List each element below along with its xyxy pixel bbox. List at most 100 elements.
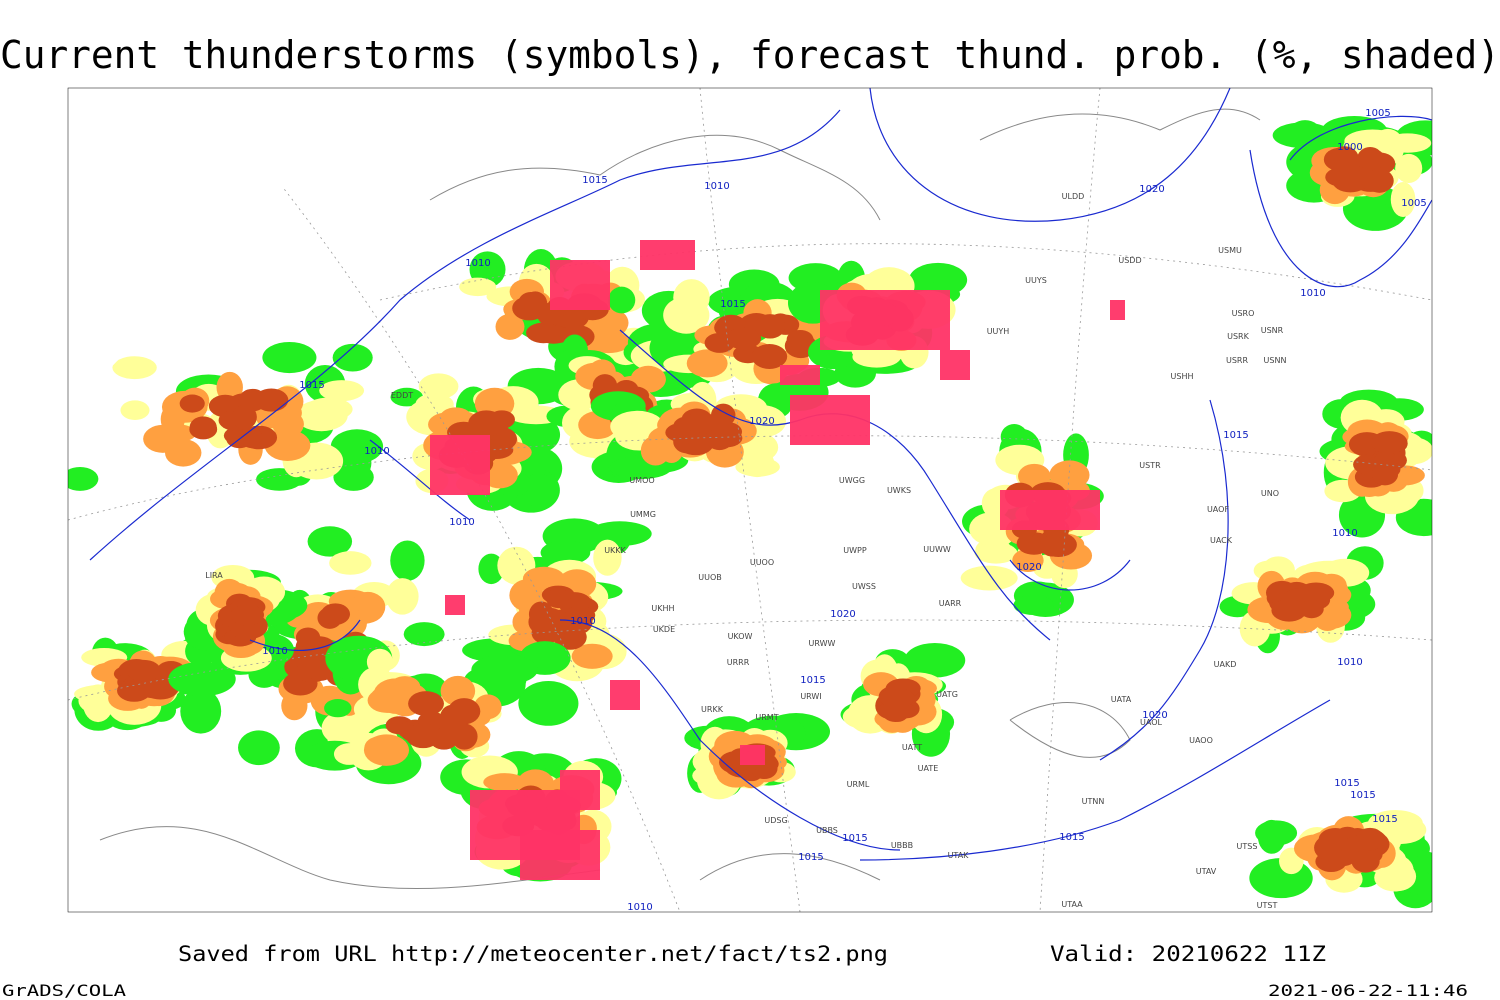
map-area: 1015 1010 1020 1005 1000 1005 1010 1015 1010 1015… bbox=[68, 88, 1432, 912]
station-label: UAOL bbox=[1140, 718, 1162, 727]
isobar-label: 1015 bbox=[1059, 832, 1084, 843]
shade-cell bbox=[386, 578, 419, 615]
station-label: UWSS bbox=[852, 582, 876, 591]
shade-cell bbox=[238, 730, 280, 766]
software: GrADS/COLA bbox=[2, 981, 126, 1000]
station-label: UUWW bbox=[923, 545, 951, 554]
thunderstorm-symbol bbox=[780, 365, 820, 385]
shade-cell bbox=[593, 539, 622, 576]
shade-cell bbox=[418, 373, 459, 400]
shade-cell bbox=[1390, 182, 1416, 217]
shade-cell bbox=[751, 344, 788, 369]
isobar-label: 1010 bbox=[1300, 288, 1325, 299]
isobar-label: 1020 bbox=[830, 609, 855, 620]
station-label: USNN bbox=[1264, 356, 1287, 365]
isobar-label: 1010 bbox=[1332, 528, 1357, 539]
shade-cell bbox=[330, 429, 384, 464]
station-label: USNR bbox=[1261, 326, 1284, 335]
station-label: UATT bbox=[902, 743, 922, 752]
shade-cell bbox=[974, 542, 1018, 564]
shade-cell bbox=[673, 279, 710, 317]
station-label: UWGG bbox=[839, 476, 865, 485]
isobar-label: 1010 bbox=[262, 646, 287, 657]
shade-cell bbox=[68, 466, 99, 491]
shade-cell bbox=[879, 687, 915, 708]
shade-cell bbox=[179, 394, 205, 413]
shade-cell bbox=[686, 349, 728, 378]
isobar-label: 1015 bbox=[582, 175, 607, 186]
thunderstorm-symbol bbox=[790, 395, 870, 445]
thunderstorm-symbol bbox=[820, 290, 950, 350]
station-label: UATE bbox=[918, 764, 939, 773]
shade-cell bbox=[724, 327, 762, 350]
shade-cell bbox=[683, 412, 719, 433]
station-label: USHH bbox=[1171, 372, 1194, 381]
shade-cell bbox=[126, 659, 161, 682]
shade-cell bbox=[295, 627, 321, 648]
isobar-label: 1010 bbox=[465, 258, 490, 269]
station-label: LIRA bbox=[205, 571, 223, 580]
shade-cell bbox=[1371, 463, 1399, 486]
shade-cell bbox=[1365, 168, 1394, 193]
shade-cell bbox=[640, 435, 671, 466]
isobar-label: 1020 bbox=[1139, 184, 1164, 195]
shade-cell bbox=[319, 380, 365, 402]
station-label: UKOW bbox=[728, 632, 753, 641]
shade-cell bbox=[380, 688, 412, 714]
map-labels: 1015 1010 1020 1005 1000 1005 1010 1015 1010 1015… bbox=[205, 108, 1426, 912]
isobar-label: 1015 bbox=[1350, 790, 1375, 801]
shade-cell bbox=[363, 734, 410, 766]
station-label: USDD bbox=[1118, 256, 1141, 265]
shade-cell bbox=[1013, 595, 1054, 616]
thunderstorm-symbols bbox=[430, 240, 1125, 880]
isobar-label: 1010 bbox=[704, 181, 729, 192]
station-label: UBBS bbox=[816, 826, 838, 835]
station-label: UAOF bbox=[1207, 505, 1229, 514]
shade-cell bbox=[390, 540, 425, 581]
shade-cell bbox=[1344, 129, 1401, 153]
station-label: UUYS bbox=[1025, 276, 1047, 285]
station-label: UAKD bbox=[1214, 660, 1237, 669]
station-label: USRO bbox=[1232, 309, 1255, 318]
shade-cell bbox=[189, 416, 217, 439]
shade-cell bbox=[449, 702, 474, 725]
shade-cell bbox=[230, 604, 265, 626]
station-label: UATA bbox=[1111, 695, 1132, 704]
isobar-label: 1015 bbox=[800, 675, 825, 686]
shade-cell bbox=[564, 606, 596, 625]
shade-cell bbox=[390, 387, 424, 407]
thunderstorm-symbol bbox=[560, 770, 600, 810]
shade-cell bbox=[933, 264, 959, 294]
shade-cell bbox=[526, 322, 561, 344]
thunderstorm-symbol bbox=[445, 595, 465, 615]
station-label: URWW bbox=[809, 639, 836, 648]
map-frame bbox=[67, 87, 1433, 913]
station-label: UDSG bbox=[764, 816, 787, 825]
shade-cell bbox=[585, 331, 632, 354]
station-label: EDDT bbox=[391, 391, 413, 400]
shade-cell bbox=[1355, 827, 1385, 851]
shade-cell bbox=[1000, 424, 1028, 450]
shade-cell bbox=[1039, 535, 1065, 557]
shade-cell bbox=[1332, 169, 1369, 193]
station-label: UTST bbox=[1257, 901, 1278, 910]
shade-cell bbox=[136, 678, 174, 699]
source-url: Saved from URL http://meteocenter.net/fa… bbox=[178, 942, 888, 966]
thunderstorm-symbol bbox=[430, 435, 490, 495]
isobar-label: 1010 bbox=[364, 446, 389, 457]
isobar-label: 1010 bbox=[1337, 657, 1362, 668]
station-label: UARR bbox=[939, 599, 962, 608]
isobar-label: 1015 bbox=[1223, 430, 1248, 441]
thunderstorm-symbol bbox=[1110, 300, 1125, 320]
shade-cell bbox=[1255, 820, 1298, 846]
shade-cell bbox=[531, 607, 566, 633]
shade-cell bbox=[1018, 463, 1051, 489]
shade-cell bbox=[1395, 153, 1423, 183]
station-label: UATG bbox=[936, 690, 958, 699]
shade-cell bbox=[786, 329, 814, 349]
station-label: UAOO bbox=[1189, 736, 1213, 745]
shade-cell bbox=[754, 314, 786, 339]
shade-cell bbox=[332, 343, 373, 372]
shade-cell bbox=[1351, 849, 1380, 873]
